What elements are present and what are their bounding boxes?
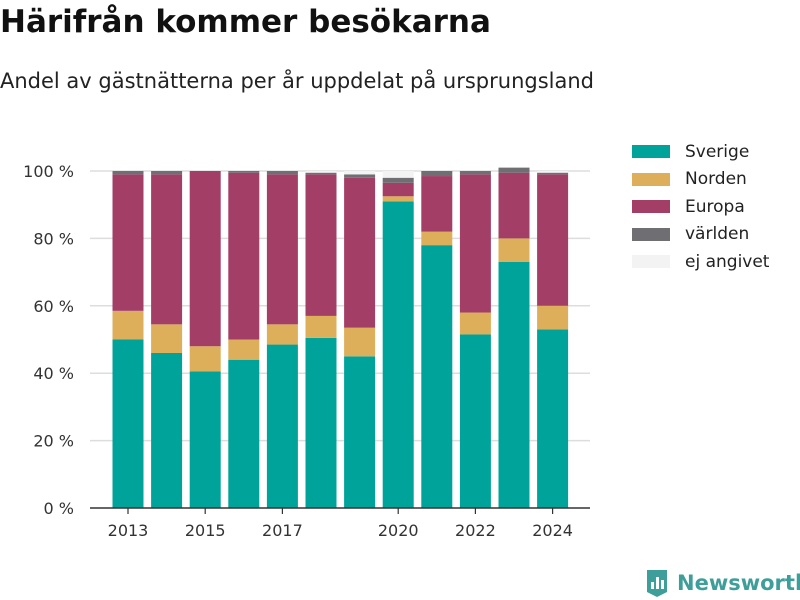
bar-segment-europa-2020 — [382, 182, 414, 197]
bar-segment-norden-2015 — [189, 346, 221, 372]
bar-segment-världen-2021 — [421, 171, 453, 177]
bar-segment-norden-2013 — [112, 310, 144, 340]
bar-segment-sverige-2015 — [189, 371, 221, 508]
bars — [112, 167, 569, 508]
bar-segment-europa-2018 — [305, 174, 337, 316]
bar-chart-flag-icon — [647, 570, 667, 597]
chart-title: Härifrån kommer besökarna — [0, 4, 491, 40]
bar-segment-sverige-2020 — [382, 201, 414, 508]
bar-segment-norden-2020 — [382, 196, 414, 202]
legend: Sverige Norden Europa världen ej angivet — [632, 138, 769, 276]
axes: 0 % 20 % 40 % 60 % 80 % 100 % 2013 2015 2017 2020… — [23, 162, 590, 540]
bar-segment-europa-2024 — [537, 174, 569, 306]
bar-segment-sverige-2018 — [305, 337, 337, 508]
y-tick-label: 40 % — [33, 364, 74, 383]
legend-swatch — [632, 172, 670, 186]
bar-segment-europa-2014 — [151, 174, 183, 325]
bar-segment-norden-2017 — [266, 324, 298, 345]
bar-segment-europa-2017 — [266, 174, 298, 325]
bar-segment-norden-2023 — [498, 238, 530, 262]
y-tick-label: 100 % — [23, 162, 74, 181]
bar-segment-världen-2018 — [305, 172, 337, 175]
bar-segment-världen-2014 — [151, 171, 183, 175]
bar-segment-världen-2020 — [382, 177, 414, 183]
bar-segment-sverige-2013 — [112, 339, 144, 508]
bar-segment-ej-angivet-2024 — [537, 171, 569, 173]
legend-swatch — [632, 227, 670, 241]
bar-segment-sverige-2016 — [228, 359, 260, 508]
legend-item[interactable]: ej angivet — [632, 248, 769, 276]
legend-label: ej angivet — [685, 251, 770, 272]
chart-subtitle: Andel av gästnätterna per år uppdelat på… — [0, 69, 594, 93]
bar-segment-norden-2014 — [151, 324, 183, 353]
bar-segment-norden-2024 — [537, 305, 569, 330]
bar-segment-europa-2023 — [498, 172, 530, 239]
bar-segment-europa-2021 — [421, 176, 453, 232]
legend-item[interactable]: världen — [632, 221, 769, 249]
bar-segment-sverige-2017 — [266, 344, 298, 508]
bar-segment-världen-2023 — [498, 167, 530, 173]
bar-segment-norden-2022 — [459, 312, 491, 335]
legend-item[interactable]: Sverige — [632, 138, 769, 166]
bar-segment-norden-2021 — [421, 231, 453, 246]
y-tick-label: 0 % — [44, 499, 74, 518]
bar-segment-sverige-2014 — [151, 352, 183, 508]
legend-label: Sverige — [685, 141, 750, 162]
bar-segment-världen-2017 — [266, 171, 298, 175]
legend-label: Europa — [685, 196, 745, 217]
x-tick-label: 2020 — [378, 521, 419, 540]
y-tick-label: 80 % — [33, 229, 74, 248]
bar-segment-världen-2022 — [459, 171, 491, 175]
y-tick-label: 20 % — [33, 432, 74, 451]
bar-segment-europa-2015 — [189, 171, 221, 347]
bar-segment-europa-2022 — [459, 174, 491, 313]
legend-item[interactable]: Europa — [632, 193, 769, 221]
bar-segment-ej-angivet-2019 — [344, 171, 376, 175]
legend-label: världen — [685, 224, 750, 245]
bar-segment-norden-2016 — [228, 339, 260, 360]
bar-segment-norden-2018 — [305, 315, 337, 338]
bar-segment-ej-angivet-2018 — [305, 171, 337, 173]
legend-item[interactable]: Norden — [632, 166, 769, 194]
x-tick-label: 2015 — [185, 521, 226, 540]
x-tick-label: 2017 — [262, 521, 303, 540]
bar-segment-ej-angivet-2020 — [382, 171, 414, 178]
bar-segment-sverige-2021 — [421, 245, 453, 508]
legend-swatch — [632, 145, 670, 159]
bar-segment-norden-2019 — [344, 327, 376, 357]
x-tick-label: 2024 — [532, 521, 573, 540]
x-tick-label: 2013 — [108, 521, 149, 540]
y-tick-label: 60 % — [33, 297, 74, 316]
brand-name: Newsworthy — [677, 571, 800, 595]
bar-segment-europa-2019 — [344, 177, 376, 328]
bar-segment-sverige-2019 — [344, 356, 376, 508]
bar-segment-sverige-2024 — [537, 329, 569, 508]
brand-logo: Newsworthy — [645, 568, 800, 598]
bar-segment-sverige-2022 — [459, 334, 491, 508]
bar-segment-världen-2019 — [344, 174, 376, 178]
bar-segment-världen-2016 — [228, 171, 260, 173]
bar-segment-sverige-2023 — [498, 261, 530, 508]
x-tick-label: 2022 — [455, 521, 496, 540]
legend-swatch — [632, 200, 670, 214]
bar-segment-europa-2016 — [228, 172, 260, 340]
legend-label: Norden — [685, 169, 747, 190]
bar-segment-europa-2013 — [112, 174, 144, 311]
legend-swatch — [632, 255, 670, 269]
bar-segment-världen-2024 — [537, 172, 569, 175]
bar-segment-världen-2013 — [112, 171, 144, 175]
